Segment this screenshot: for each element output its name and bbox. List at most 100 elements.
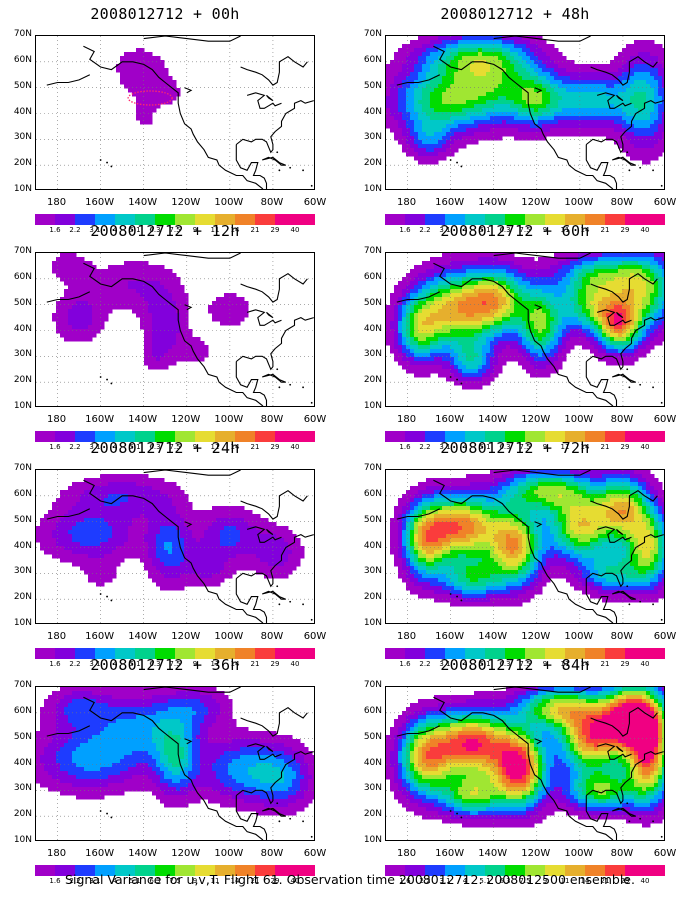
variance-cell <box>84 518 89 523</box>
variance-cell <box>68 695 73 700</box>
variance-cell <box>184 582 189 587</box>
variance-cell <box>662 56 664 61</box>
variance-cell <box>52 727 57 732</box>
variance-cell <box>192 799 197 804</box>
variance-cell <box>72 514 77 519</box>
variance-cell <box>60 277 65 282</box>
variance-cell <box>212 554 217 559</box>
variance-cell <box>96 289 101 294</box>
variance-cell <box>168 566 173 571</box>
variance-cell <box>288 562 293 567</box>
variance-cell <box>120 747 125 752</box>
variance-cell <box>120 518 125 523</box>
variance-cell <box>184 345 189 350</box>
variance-cell <box>236 562 241 567</box>
variance-cell <box>36 775 41 780</box>
variance-cell <box>196 799 201 804</box>
variance-cell <box>132 56 137 61</box>
variance-cell <box>60 751 65 756</box>
variance-cell <box>144 490 149 495</box>
variance-cell <box>156 514 161 519</box>
variance-cell <box>68 518 73 523</box>
variance-cell <box>48 514 53 519</box>
variance-cell <box>188 719 193 724</box>
variance-cell <box>410 76 415 81</box>
variance-cell <box>120 546 125 551</box>
variance-cell <box>72 325 77 330</box>
variance-cell <box>80 711 85 716</box>
variance-cell <box>402 88 407 93</box>
variance-cell <box>116 723 121 728</box>
variance-cell <box>144 542 149 547</box>
variance-cell <box>622 80 627 85</box>
variance-cell <box>478 36 483 41</box>
variance-cell <box>100 273 105 278</box>
variance-cell <box>140 309 145 314</box>
variance-cell <box>116 763 121 768</box>
variance-cell <box>240 783 245 788</box>
variance-cell <box>160 695 165 700</box>
variance-cell <box>276 735 281 740</box>
variance-cell <box>276 558 281 563</box>
variance-cell <box>52 731 57 736</box>
variance-cell <box>386 68 391 73</box>
variance-cell <box>296 538 301 543</box>
variance-cell <box>232 751 237 756</box>
variance-cell <box>168 285 173 290</box>
variance-cell <box>156 104 161 109</box>
variance-cell <box>160 329 165 334</box>
variance-cell <box>554 84 559 89</box>
color-bar-label: 29 <box>270 660 280 668</box>
variance-cell <box>538 52 543 57</box>
variance-cell <box>264 803 269 808</box>
variance-cell <box>208 582 213 587</box>
variance-cell <box>152 269 157 274</box>
variance-cell <box>104 534 109 539</box>
variance-cell <box>136 76 141 81</box>
variance-cell <box>458 76 463 81</box>
variance-cell <box>100 301 105 306</box>
variance-cell <box>92 534 97 539</box>
variance-cell <box>634 40 639 45</box>
variance-cell <box>100 538 105 543</box>
variance-cell <box>176 345 181 350</box>
variance-cell <box>514 44 519 49</box>
variance-cell <box>144 329 149 334</box>
variance-cell <box>108 506 113 511</box>
variance-cell <box>100 498 105 503</box>
variance-cell <box>128 502 133 507</box>
variance-cell <box>128 482 133 487</box>
variance-cell <box>92 265 97 270</box>
variance-cell <box>212 723 217 728</box>
variance-cell <box>64 779 69 784</box>
variance-cell <box>522 60 527 65</box>
variance-cell <box>52 691 57 696</box>
variance-cell <box>56 755 61 760</box>
variance-cell <box>80 518 85 523</box>
variance-cell <box>56 783 61 788</box>
variance-cell <box>260 747 265 752</box>
variance-cell <box>148 514 153 519</box>
variance-cell <box>514 48 519 53</box>
variance-cell <box>92 739 97 744</box>
island <box>289 817 292 820</box>
variance-cell <box>216 554 221 559</box>
variance-cell <box>136 751 141 756</box>
variance-cell <box>92 691 97 696</box>
variance-cell <box>442 68 447 73</box>
variance-cell <box>252 751 257 756</box>
variance-cell <box>132 68 137 73</box>
variance-cell <box>236 731 241 736</box>
variance-cell <box>136 112 141 117</box>
variance-cell <box>172 791 177 796</box>
variance-cell <box>168 510 173 515</box>
variance-cell <box>168 88 173 93</box>
variance-cell <box>236 522 241 527</box>
color-bar-label: 40 <box>290 877 300 885</box>
variance-cell <box>184 699 189 704</box>
variance-cell <box>88 791 93 796</box>
variance-cell <box>646 44 651 49</box>
variance-cell <box>136 550 141 555</box>
variance-cell <box>56 767 61 772</box>
variance-cell <box>292 542 297 547</box>
